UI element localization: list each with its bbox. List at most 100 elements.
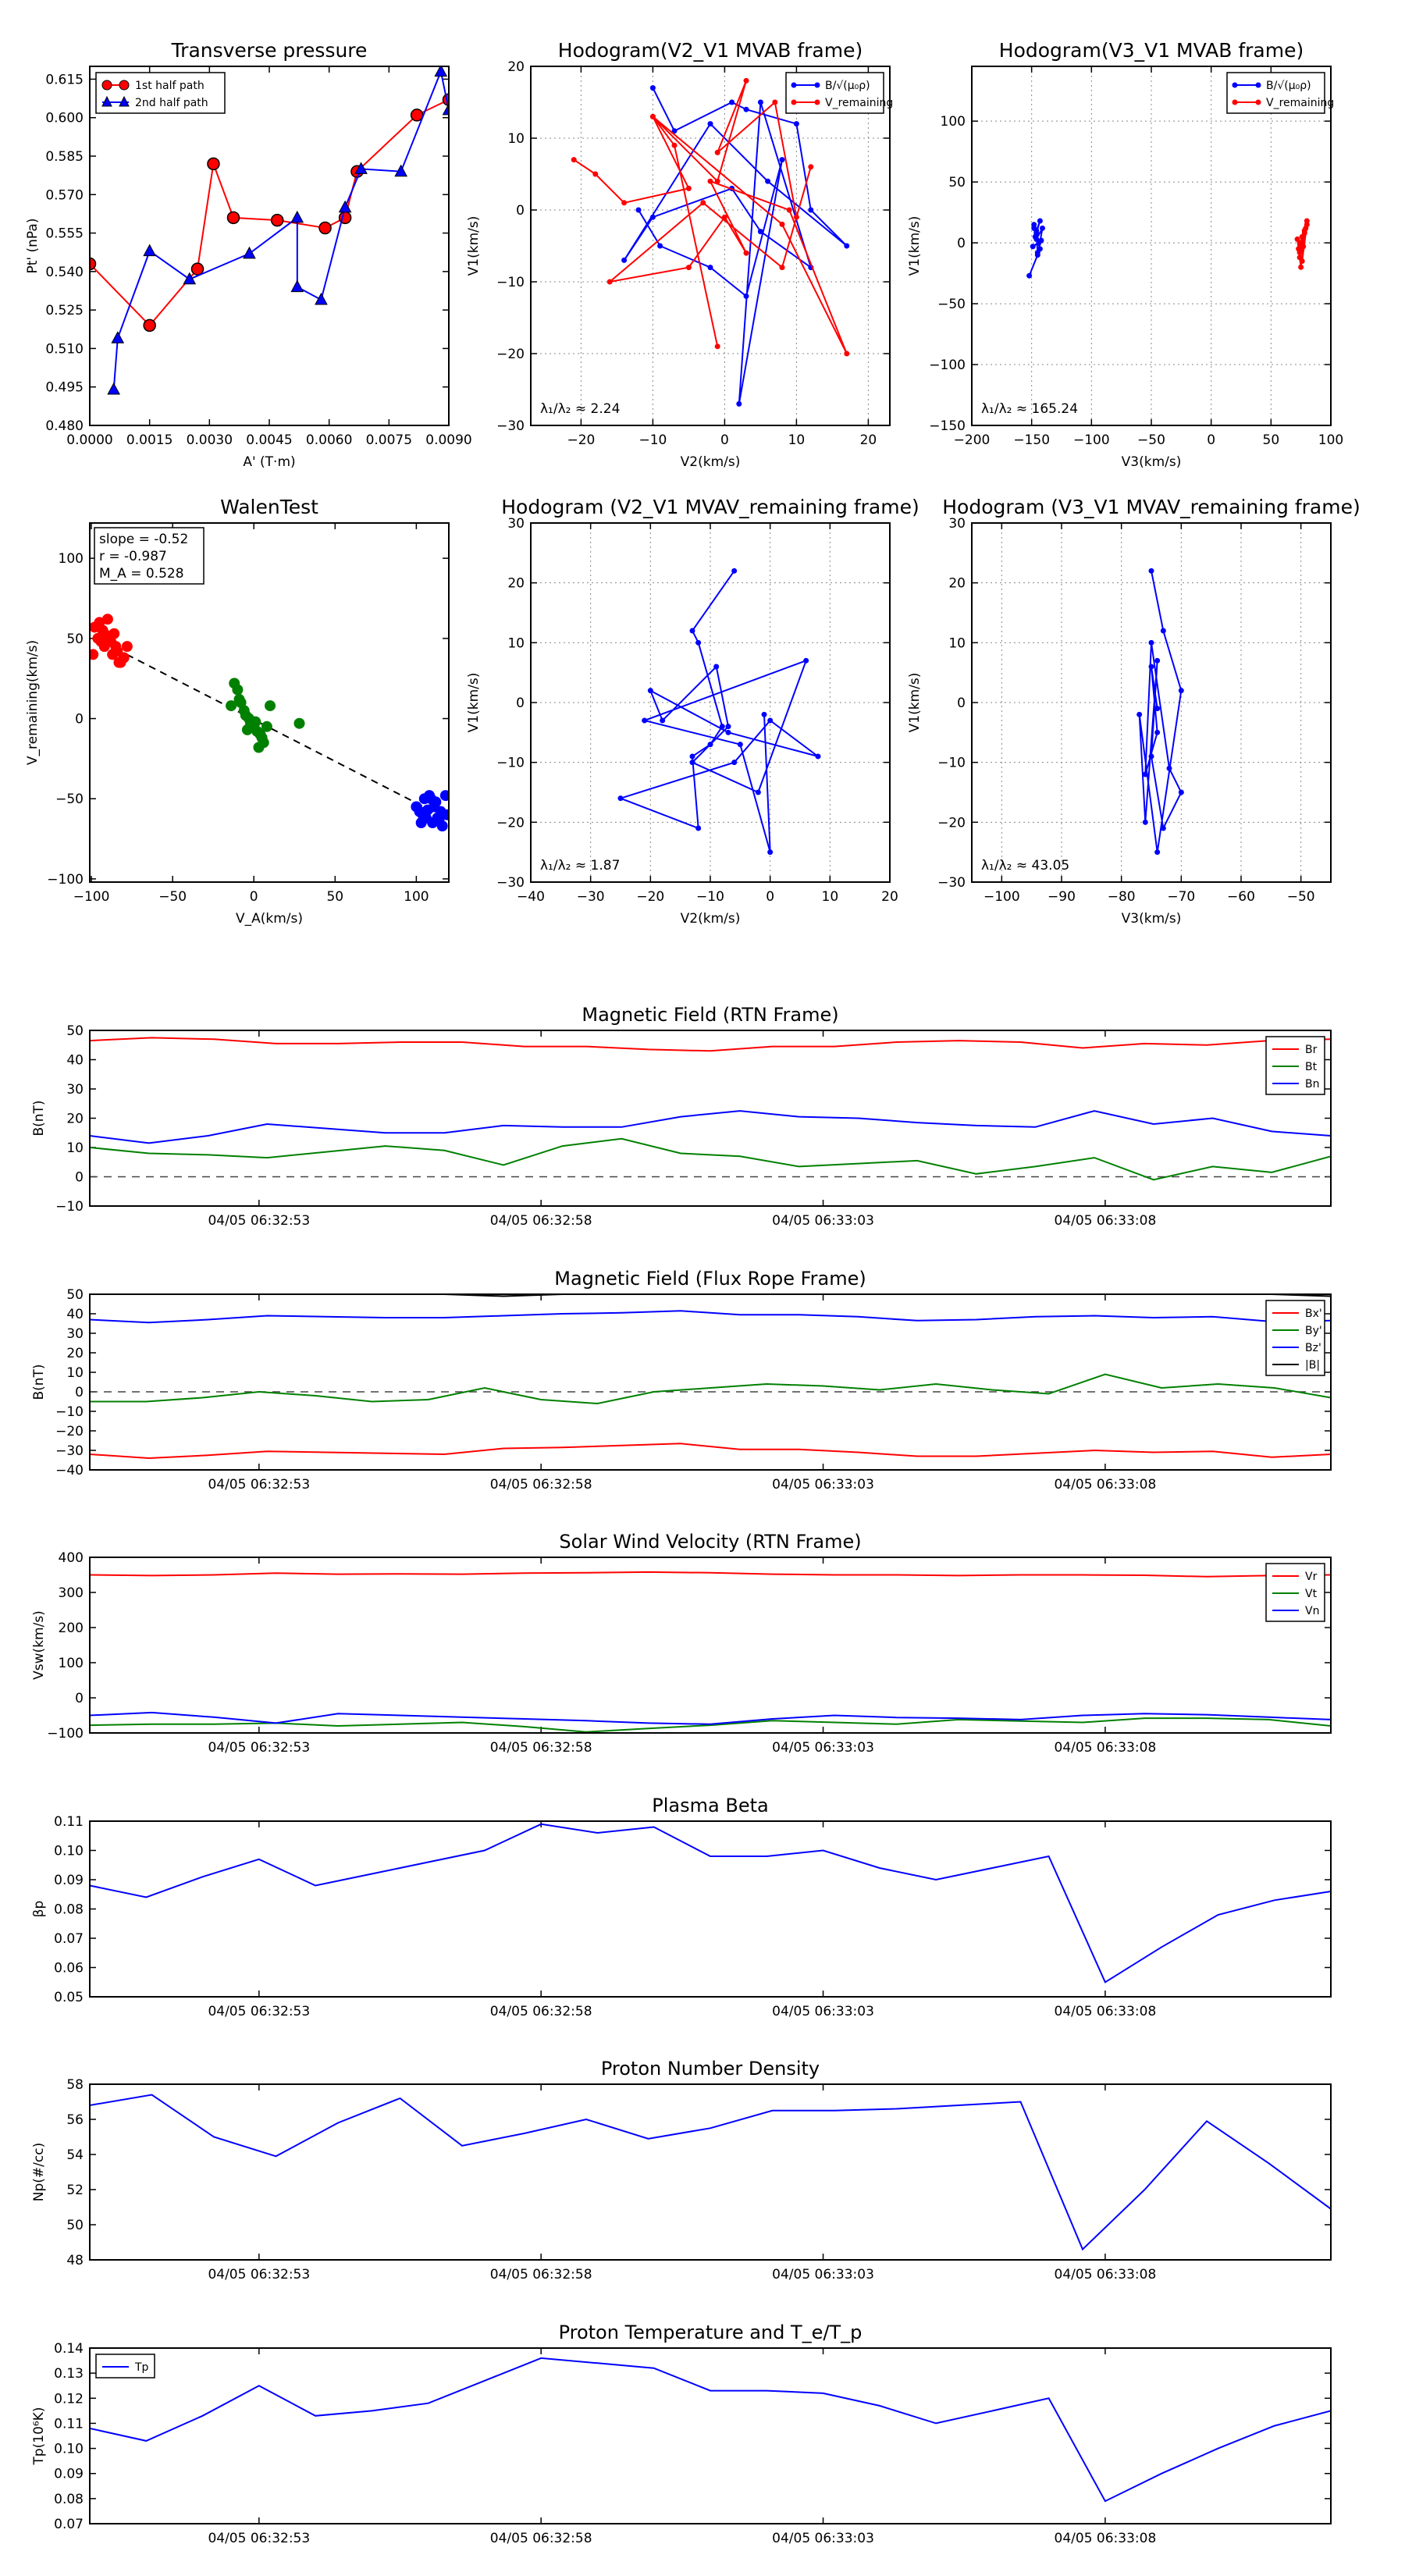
data-point [394,164,408,177]
data-point [713,664,720,670]
data-point [433,815,445,827]
y-axis-label: Pt' (nPa) [25,219,41,274]
x-axis-label: V2(km/s) [681,911,741,927]
data-point [415,817,427,829]
legend-box [95,72,226,114]
y-axis-label: Vsw(km/s) [31,1610,47,1680]
y-tick-label: 0.10 [54,2442,84,2457]
y-tick-label: −10 [937,756,966,771]
legend-marker [119,95,130,107]
data-point [707,121,713,127]
y-tick-label: −20 [937,815,966,831]
y-tick-label: −20 [496,815,525,831]
data-point [318,221,332,235]
x-tick-label: −100 [984,889,1020,905]
data-point [1031,225,1037,231]
data-point [1304,222,1310,228]
data-point [714,178,720,184]
y-tick-label: 50 [66,1287,84,1303]
data-point [714,149,720,155]
data-point [1039,225,1045,231]
annotation-box [94,527,205,585]
y-tick-label: 20 [507,59,525,75]
y-tick-label: 0.13 [54,2366,84,2382]
y-tick-label: 0 [957,696,966,711]
axes-frame [89,522,450,883]
y-axis-label: Tp(10⁶K) [31,2407,47,2465]
y-tick-label: 0.555 [45,226,84,242]
data-point [689,760,695,766]
data-point [143,244,157,257]
y-tick-label: 10 [507,131,525,147]
plot-area [617,568,821,856]
legend-label: Bn [1305,1078,1319,1091]
ratio-annotation: λ₁/λ₂ ≈ 165.24 [981,401,1078,417]
y-tick-label: −100 [929,358,966,373]
data-point [253,742,265,753]
x-tick-label: −10 [638,432,667,448]
data-point [290,279,304,293]
x-tick-label: 50 [1263,432,1280,448]
data-point [844,243,850,249]
data-point [707,742,713,748]
data-point [1026,272,1033,279]
chart-title: Plasma Beta [652,1795,768,1816]
data-point [736,400,742,407]
data-point [793,214,799,220]
series-line-V [1138,571,1183,852]
data-point [757,99,763,105]
y-tick-label: 0.540 [45,265,84,280]
plot-area [90,2357,1331,2503]
series-line-Bx' [90,1443,1331,1460]
x-tick-label: 04/05 06:32:53 [208,1477,310,1493]
legend-label: Bt [1305,1061,1318,1073]
x-tick-label: 04/05 06:33:03 [772,1477,874,1493]
series-line-By' [90,1373,1331,1405]
data-point [315,292,328,305]
data-point [772,99,778,105]
data-point [737,742,743,748]
y-tick-label: 0.11 [54,2416,84,2432]
x-tick-label: 04/05 06:32:58 [490,1477,592,1493]
data-point [685,265,692,271]
y-tick-label: 0 [516,203,525,219]
y-tick-label: 50 [948,175,966,190]
data-point [743,106,749,112]
y-axis-label: V1(km/s) [907,216,923,276]
y-tick-label: 0.570 [45,187,84,203]
x-tick-label: 10 [822,889,839,905]
series-line-Bt [90,1137,1331,1181]
data-point [695,639,702,646]
data-point [1160,628,1166,634]
data-point [1301,230,1307,237]
y-tick-label: 0.12 [54,2391,84,2407]
x-tick-label: 04/05 06:33:08 [1055,2267,1157,2282]
legend: Vr Vt Vn [1265,1563,1325,1622]
data-point [793,121,799,127]
plot-area [90,1294,1331,1460]
y-tick-label: −10 [496,275,525,290]
series-line-1st half path [90,98,449,327]
legend-label: Vr [1305,1571,1318,1583]
data-point [731,760,738,766]
y-tick-label: 0 [516,696,525,711]
data-point [725,729,731,735]
y-tick-label: 10 [66,1140,84,1156]
y-axis-label: V1(km/s) [466,673,482,733]
data-point [721,214,727,220]
chart-title: Hodogram (V3_V1 MVAV_remaining frame) [942,496,1361,518]
axes-frame [89,1030,1332,1207]
x-tick-label: −90 [1048,889,1076,905]
y-tick-label: 50 [66,2218,84,2233]
x-tick-label: 04/05 06:32:53 [208,2267,310,2282]
data-point [695,825,702,831]
x-tick-label: 04/05 06:32:53 [208,1740,310,1756]
data-point [786,207,792,213]
data-point [232,684,244,696]
legend-marker [814,99,820,105]
y-tick-label: 30 [507,516,525,532]
x-tick-label: 0.0000 [66,432,112,448]
y-tick-label: 20 [66,1112,84,1127]
ratio-annotation: λ₁/λ₂ ≈ 2.24 [540,401,620,417]
x-tick-label: −60 [1227,889,1255,905]
